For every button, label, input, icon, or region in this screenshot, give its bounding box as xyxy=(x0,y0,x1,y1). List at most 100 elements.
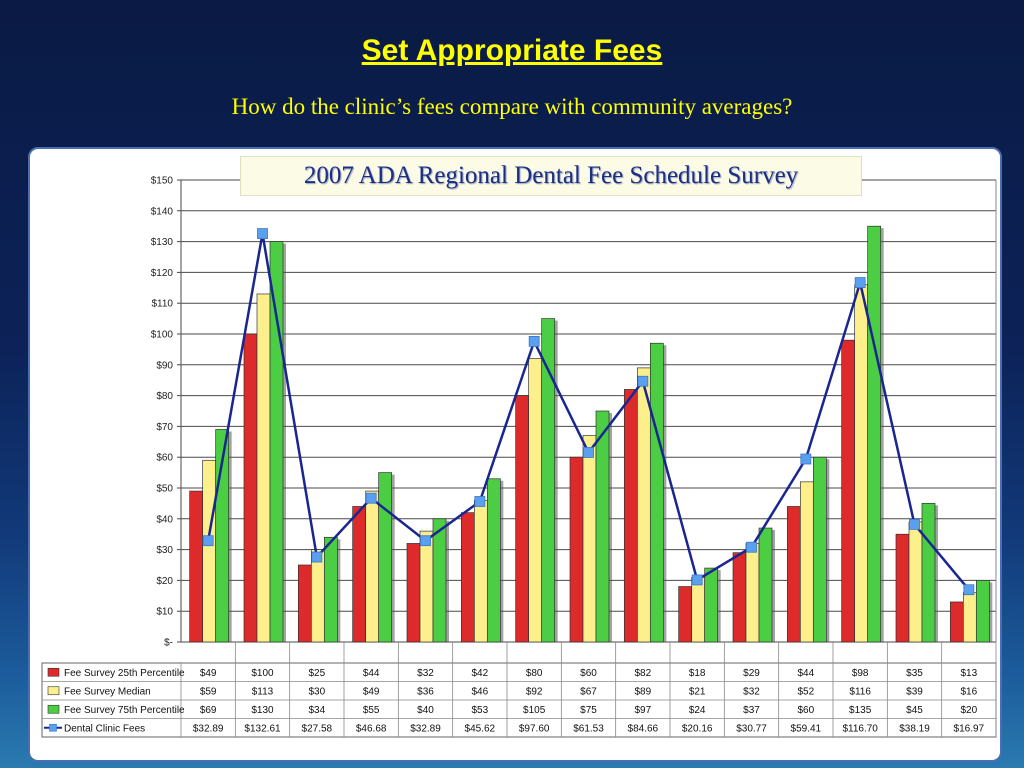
bar xyxy=(975,580,990,643)
table-cell: $52 xyxy=(797,686,814,697)
table-cell: $30.77 xyxy=(736,723,767,734)
fee-chart: $- $10 $20 $30 $40 $50 $60 $70 $80 $90 $100 $110 $12… xyxy=(41,176,997,738)
bar xyxy=(867,225,882,643)
bar xyxy=(541,318,556,643)
line-marker xyxy=(311,551,323,563)
line-marker xyxy=(257,228,268,239)
bar xyxy=(895,533,910,643)
bar xyxy=(310,549,325,643)
table-cell: $40 xyxy=(417,705,434,716)
bar xyxy=(841,339,856,643)
table-cell: $105 xyxy=(523,705,546,716)
bar xyxy=(378,472,393,643)
y-tick-label: $140 xyxy=(151,206,174,217)
bar xyxy=(636,367,651,643)
legend-swatch xyxy=(47,704,60,714)
y-tick-label: $- xyxy=(164,638,173,649)
table-cell: $97.60 xyxy=(519,723,550,734)
table-cell: $20 xyxy=(960,705,977,716)
table-cell: $24 xyxy=(689,705,706,716)
bar xyxy=(799,481,814,643)
table-cell: $46.68 xyxy=(356,723,387,734)
y-tick-label: $150 xyxy=(151,176,174,187)
table-cell: $27.58 xyxy=(302,723,333,734)
data-table: Fee Survey 25th Percentile $49 $100 $25 $44 $… xyxy=(41,642,997,738)
line-marker xyxy=(691,574,703,586)
table-cell: $80 xyxy=(526,668,543,679)
bar xyxy=(432,518,447,643)
bar xyxy=(595,410,610,643)
bar xyxy=(854,284,869,643)
table-cell: $55 xyxy=(363,705,380,716)
y-tick-label: $100 xyxy=(151,330,174,341)
line-marker xyxy=(963,584,975,596)
bar xyxy=(406,543,421,643)
table-cell: $75 xyxy=(580,705,597,716)
table-cell: $18 xyxy=(689,668,706,679)
y-tick-label: $60 xyxy=(156,453,173,464)
bar xyxy=(921,503,936,643)
chart-panel: $- $10 $20 $30 $40 $50 $60 $70 $80 $90 $100 $110 $12… xyxy=(28,147,1002,762)
chart-title: 2007 ADA Regional Dental Fee Schedule Su… xyxy=(240,156,862,196)
legend-swatch xyxy=(47,667,60,677)
line-marker xyxy=(637,375,649,387)
table-cell: $97 xyxy=(634,705,651,716)
table-cell: $38.19 xyxy=(899,723,930,734)
table-cell: $36 xyxy=(417,686,434,697)
bar xyxy=(732,552,747,643)
bar xyxy=(352,506,367,643)
bar xyxy=(582,435,597,643)
table-cell: $45 xyxy=(906,705,923,716)
bar xyxy=(678,586,693,643)
table-cell: $130 xyxy=(251,705,274,716)
legend-label: Fee Survey 75th Percentile xyxy=(64,705,185,716)
clinic-fee-line xyxy=(202,228,975,596)
y-tick-label: $110 xyxy=(151,299,173,310)
bar xyxy=(202,459,217,643)
bar xyxy=(962,592,977,643)
line-marker xyxy=(909,518,920,530)
y-tick-label: $130 xyxy=(151,237,174,248)
table-cell: $61.53 xyxy=(573,723,604,734)
slide-title: Set Appropriate Fees xyxy=(361,34,663,67)
line-marker xyxy=(420,535,431,547)
bar xyxy=(515,395,530,643)
table-cell: $116.70 xyxy=(842,723,878,734)
y-tick-label: $40 xyxy=(156,514,173,525)
table-cell: $13 xyxy=(960,668,977,679)
y-tick-label: $20 xyxy=(156,576,173,587)
table-cell: $49 xyxy=(363,686,380,697)
table-cell: $132.61 xyxy=(244,723,281,734)
line-marker xyxy=(202,535,214,547)
line-marker xyxy=(365,492,377,504)
table-cell: $67 xyxy=(580,686,597,697)
table-cell: $53 xyxy=(471,705,488,716)
bar xyxy=(528,358,543,643)
table-cell: $84.66 xyxy=(628,723,659,734)
table-cell: $30 xyxy=(308,686,325,697)
table-cell: $44 xyxy=(797,668,814,679)
table-cell: $59 xyxy=(200,686,217,697)
bar xyxy=(949,601,964,643)
table-cell: $60 xyxy=(797,705,814,716)
table-cell: $32.89 xyxy=(410,723,441,734)
y-tick-label: $70 xyxy=(156,422,173,433)
table-cell: $42 xyxy=(471,668,488,679)
bar xyxy=(460,512,475,643)
table-cell: $100 xyxy=(251,668,274,679)
table-cell: $82 xyxy=(634,668,651,679)
bar xyxy=(758,527,773,643)
bar xyxy=(419,530,434,643)
table-cell: $89 xyxy=(634,686,651,697)
table-cell: $113 xyxy=(252,686,274,697)
table-cell: $69 xyxy=(200,705,217,716)
y-tick-label: $80 xyxy=(156,391,173,402)
table-cell: $92 xyxy=(526,686,543,697)
table-cell: $16 xyxy=(960,686,977,697)
line-marker xyxy=(528,335,540,347)
table-cell: $32.89 xyxy=(193,723,224,734)
y-axis-labels: $- $10 $20 $30 $40 $50 $60 $70 $80 $90 $100 $110 $12… xyxy=(151,176,174,649)
bar xyxy=(745,543,760,643)
table-cell: $25 xyxy=(308,668,325,679)
y-tick-label: $90 xyxy=(156,360,173,371)
